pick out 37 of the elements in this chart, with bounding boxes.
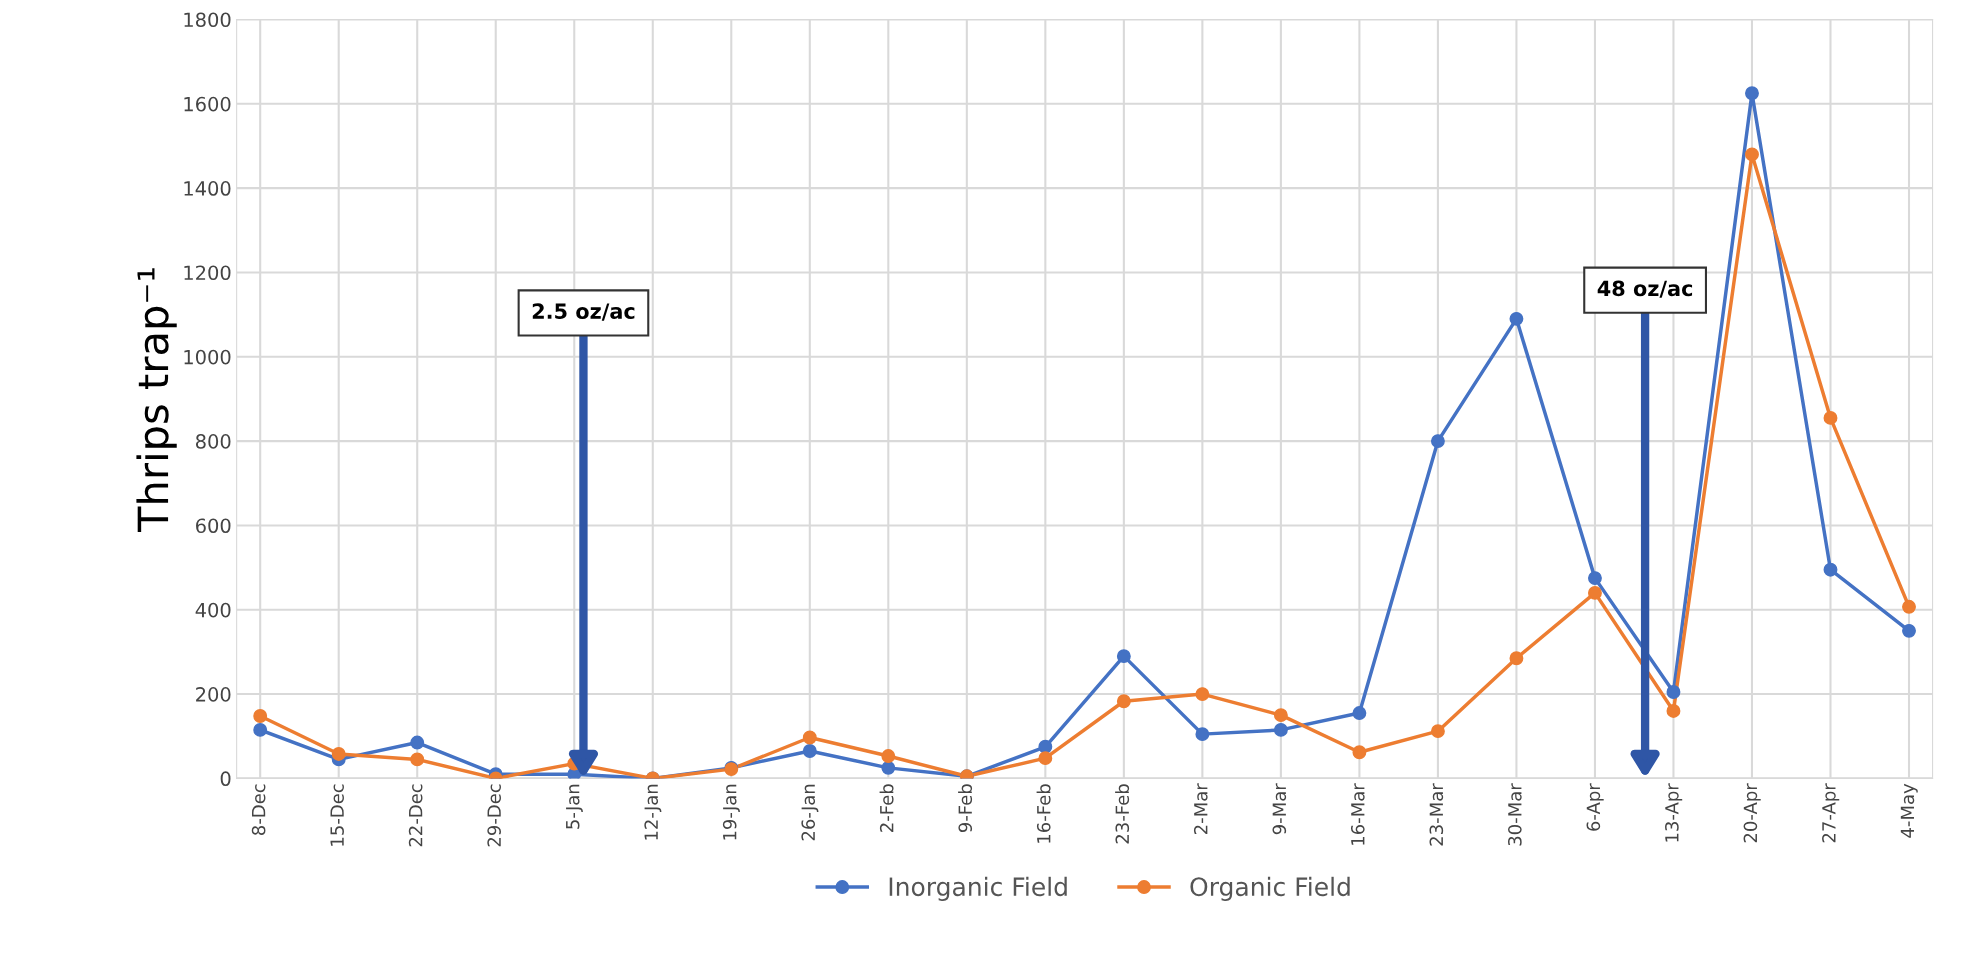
x-tick-label: 2-Mar [1193,783,1208,835]
x-tick-label: 23-Mar [1429,783,1444,846]
y-tick-label: 1800 [184,12,231,28]
x-tick-label: 20-Apr [1743,783,1761,843]
y-tick-label: 200 [196,687,231,702]
y-tick-label: 1400 [184,181,231,196]
x-tick-label: 5-Jan [566,784,583,829]
y-tick-label: 1200 [184,265,231,281]
x-tick-label: 12-Jan [644,784,662,840]
x-tick-label: 13-Apr [1665,783,1683,842]
x-tick-label: 2-Feb [879,784,894,832]
annotation: 48 oz/ac [1597,280,1693,298]
x-tick-label: 23-Feb [1115,784,1130,844]
y-tick-label: 0 [220,771,231,787]
x-tick-label: 16-Mar [1350,783,1365,845]
y-tick-label: 1600 [184,96,231,112]
x-tick-label: 19-Jan [722,784,740,840]
x-tick-label: 26-Jan [801,784,819,841]
y-axis-title: Thrips trap⁻¹ [136,268,177,533]
y-tick-label: 800 [195,434,231,449]
y-tick-label: 400 [195,602,231,618]
x-tick-label: 16-Feb [1036,784,1051,843]
x-tick-label: 9-Mar [1272,783,1287,835]
x-tick-label: 30-Mar [1508,783,1522,846]
x-tick-label: 8-Dec [251,784,266,835]
x-tick-label: 9-Feb [958,784,973,833]
x-tick-label: 15-Dec [330,784,344,846]
legend-label: Inorganic Field [889,876,1067,901]
legend-label: Organic Field [1190,876,1350,901]
x-tick-label: 22-Dec [408,784,423,847]
x-tick-label: 6-Apr [1586,783,1604,831]
y-tick-label: 600 [196,518,231,534]
x-tick-label: 4-May [1900,783,1918,838]
x-tick-label: 27-Apr [1822,783,1840,843]
y-tick-label: 1000 [184,349,231,365]
x-tick-label: 29-Dec [487,784,501,847]
annotation: 2.5 oz/ac [532,303,635,321]
